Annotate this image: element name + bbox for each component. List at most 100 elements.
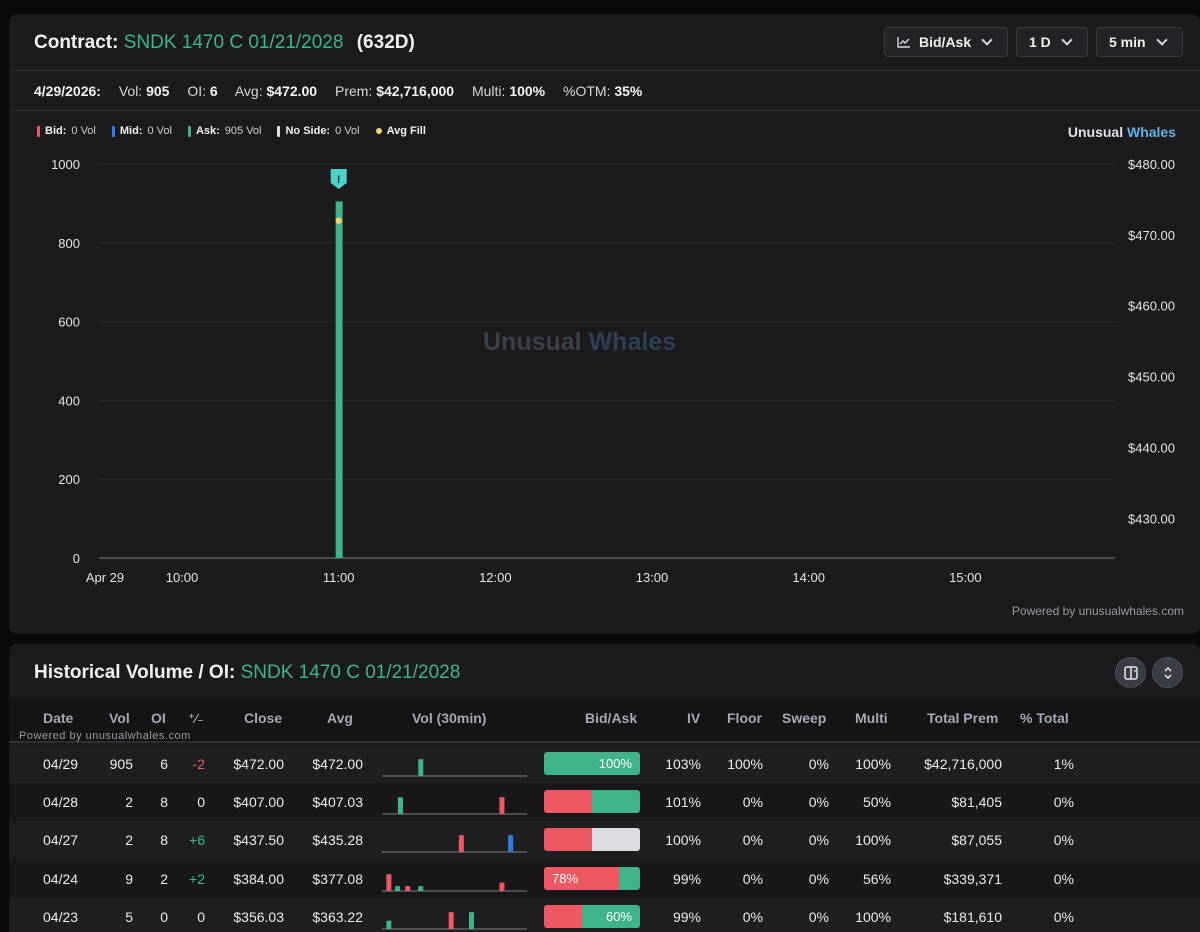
table-header: Powered by unusualwhales.com Date Vol OI ⁺⁄… [9, 699, 1200, 743]
y-right-tick-label: $480.00 [1128, 157, 1175, 172]
avg-fill-dot [335, 217, 342, 224]
columns-icon [1123, 665, 1138, 680]
cell-vol: 9 [125, 870, 133, 887]
cell-floor: 0% [742, 870, 763, 887]
cell-total-prem: $81,405 [951, 794, 1002, 811]
sparkline-bar [386, 873, 392, 891]
x-tick-label: 10:00 [166, 570, 199, 585]
y-left-tick-label: 400 [58, 393, 80, 408]
cell-avg: $363.22 [312, 908, 363, 925]
cell-oi: 6 [160, 756, 168, 772]
column-header-[interactable]: ⁺⁄₋ [188, 711, 204, 726]
cell-vol: 905 [109, 756, 133, 772]
watermark: Unusual Whales [483, 328, 677, 356]
cell-pct-total: 0% [1053, 908, 1074, 925]
chart-mode-dropdown[interactable]: Bid/Ask [884, 27, 1008, 57]
column-header-date[interactable]: Date [43, 710, 74, 726]
oi-label: OI: [187, 83, 207, 99]
sparkline-bar [418, 885, 424, 891]
bid-ask-segment-bid [544, 790, 592, 814]
cell-oi: 8 [160, 832, 168, 849]
sparkline-bar [386, 920, 392, 929]
contract-chart-panel: Contract: SNDK 1470 C 01/21/2028 (632D) … [9, 14, 1200, 634]
cell-chg: -2 [192, 756, 205, 772]
table-row[interactable]: 04/24 9 2 +2 $384.00 $377.08 78% 99% 0% 0% 56% $339… [9, 859, 1200, 898]
expand-collapse-button[interactable] [1152, 657, 1183, 688]
cell-avg: $407.03 [312, 794, 363, 811]
cell-close: $437.50 [233, 832, 284, 849]
cell-close: $472.00 [233, 756, 284, 772]
table-title: Historical Volume / OI: SNDK 1470 C 01/2… [34, 662, 460, 684]
table-contract: SNDK 1470 C 01/21/2028 [240, 662, 461, 683]
cell-pct-total: 0% [1053, 794, 1074, 811]
cell-pct-total: 0% [1053, 832, 1074, 849]
bid-ask-percent: 60% [605, 908, 632, 924]
cell-date: 04/27 [43, 832, 79, 849]
column-header-total-prem[interactable]: Total Prem [927, 710, 999, 726]
column-header-bid-ask[interactable]: Bid/Ask [585, 710, 638, 726]
column-header-sweep[interactable]: Sweep [782, 710, 827, 726]
prem-label: Prem: [334, 83, 373, 99]
legend-mid[interactable]: Mid: 0 Vol [111, 125, 172, 137]
sparkline-bar [499, 797, 505, 815]
legend-bid[interactable]: Bid: 0 Vol [37, 125, 96, 137]
cell-multi: 100% [855, 832, 891, 849]
column-header-multi[interactable]: Multi [855, 710, 888, 726]
sparkline-bar [405, 885, 411, 891]
legend-avg-fill[interactable]: Avg Fill [375, 125, 426, 137]
sparkline-bar [418, 759, 424, 776]
avg-label: Avg: [234, 83, 263, 99]
cell-date: 04/29 [43, 756, 79, 772]
cell-avg: $472.00 [312, 756, 363, 772]
sparkline-bar [448, 911, 454, 929]
prem-value: $42,716,000 [376, 83, 455, 99]
cell-iv: 103% [665, 756, 701, 772]
y-left-tick-label: 200 [58, 472, 80, 487]
cell-oi: 2 [160, 870, 168, 887]
column-header-close[interactable]: Close [244, 710, 283, 726]
range-dropdown[interactable]: 1 D [1016, 27, 1088, 57]
cell-sweep: 0% [808, 756, 829, 772]
y-right-tick-label: $430.00 [1128, 511, 1175, 526]
legend-ask[interactable]: Ask: 905 Vol [187, 125, 261, 137]
historical-volume-panel: Historical Volume / OI: SNDK 1470 C 01/2… [9, 644, 1200, 932]
cell-vol: 2 [125, 832, 133, 849]
oi-value: 6 [209, 83, 218, 99]
cell-total-prem: $181,610 [943, 908, 1002, 925]
cell-sweep: 0% [808, 794, 829, 811]
interval-dropdown[interactable]: 5 min [1096, 27, 1183, 57]
volume-sparkline [382, 911, 527, 930]
cell-date: 04/23 [43, 908, 79, 925]
column-header-vol[interactable]: Vol [109, 710, 130, 726]
cell-sweep: 0% [808, 908, 829, 925]
cell-floor: 0% [742, 794, 763, 811]
table-row[interactable]: 04/23 5 0 0 $356.03 $363.22 60% 99% 0% 0% 100% $181… [9, 897, 1200, 932]
y-right-tick-label: $450.00 [1128, 370, 1175, 385]
contract-label: Contract: [34, 32, 119, 53]
table-row[interactable]: 04/28 2 8 0 $407.00 $407.03 101% 0% 0% 50% $81,405… [9, 783, 1200, 822]
table-row[interactable]: 04/27 2 8 +6 $437.50 $435.28 100% 0% 0% 100% $87,0… [9, 821, 1200, 860]
table-row[interactable]: 04/29 905 6 -2 $472.00 $472.00 100% 103% 100% 0% 1… [9, 745, 1200, 783]
contract-stats: 4/29/2026: Vol: 905 OI: 6 Avg: $472.00 P… [34, 83, 642, 99]
cell-multi: 100% [855, 756, 891, 772]
column-header-oi[interactable]: OI [151, 710, 166, 726]
x-tick-label: 14:00 [792, 570, 825, 585]
bid-ask-bar: 60% [544, 904, 640, 928]
y-left-tick-label: 800 [58, 236, 80, 251]
column-header--total[interactable]: % Total [1020, 710, 1069, 726]
cell-floor: 100% [727, 756, 763, 772]
cell-multi: 56% [862, 870, 891, 887]
flag-marker [330, 169, 347, 189]
columns-toggle-button[interactable] [1115, 657, 1146, 688]
bid-ask-segment-ask [618, 866, 640, 890]
y-right-tick-label: $460.00 [1128, 299, 1175, 314]
bid-ask-segment-ask [592, 790, 640, 814]
column-header-floor[interactable]: Floor [727, 710, 762, 726]
cell-close: $384.00 [233, 870, 284, 887]
column-header-iv[interactable]: IV [687, 710, 701, 726]
otm-label: %OTM: [563, 83, 611, 99]
column-header-vol-30min[interactable]: Vol (30min) [412, 710, 487, 726]
column-header-avg[interactable]: Avg [327, 710, 353, 726]
range-label: 1 D [1029, 34, 1051, 50]
legend-no-side[interactable]: No Side: 0 Vol [277, 125, 360, 137]
